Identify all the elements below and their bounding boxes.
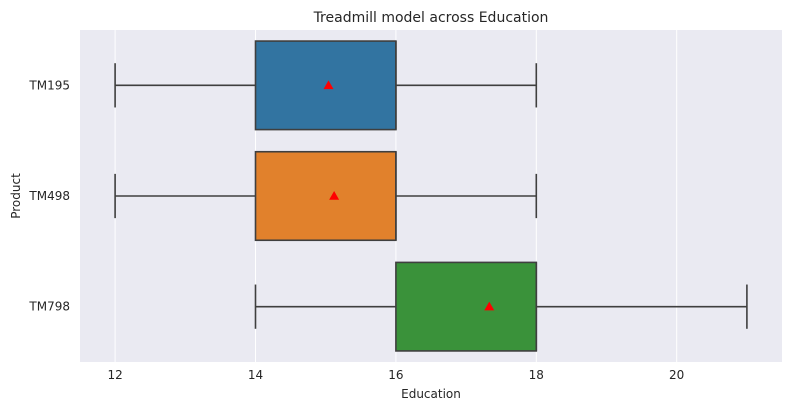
iqr-box xyxy=(254,150,397,242)
x-tick-label: 20 xyxy=(669,368,684,382)
x-tick-label: 16 xyxy=(388,368,403,382)
y-tick-label: TM798 xyxy=(28,300,70,314)
x-tick-label: 12 xyxy=(107,368,122,382)
y-tick-label: TM195 xyxy=(28,78,70,92)
boxes xyxy=(114,40,748,352)
tick-labels: 12 14 16 18 20 TM195 TM498 TM798 xyxy=(28,78,684,382)
mean-marker xyxy=(323,80,334,90)
iqr-box xyxy=(395,261,538,352)
box-tm798 xyxy=(254,261,748,352)
x-axis-label: Education xyxy=(401,387,461,401)
box-tm498 xyxy=(114,150,538,242)
x-tick-label: 14 xyxy=(248,368,263,382)
mean-marker xyxy=(484,301,495,311)
chart-title: Treadmill model across Education xyxy=(313,10,549,26)
x-tick-label: 18 xyxy=(529,368,544,382)
y-tick-label: TM498 xyxy=(28,189,70,203)
mean-marker xyxy=(329,191,340,200)
box-tm195 xyxy=(114,40,538,131)
y-axis-label: Product xyxy=(9,173,23,219)
